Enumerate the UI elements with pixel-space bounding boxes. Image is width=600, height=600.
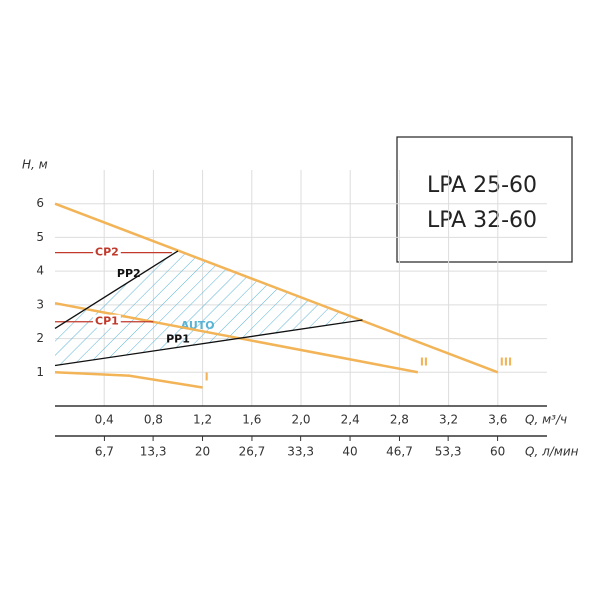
x2-tick-label: 53,3 — [435, 445, 462, 459]
x2-tick-label: 6,7 — [95, 445, 114, 459]
legend-box — [396, 136, 573, 263]
series-label: CP2 — [95, 246, 119, 259]
x2-tick-label: 26,7 — [239, 445, 266, 459]
x-tick-label: 2,4 — [341, 413, 360, 427]
x2-axis-title: Q, л/мин — [525, 445, 579, 459]
x-tick-label: 0,8 — [144, 413, 163, 427]
y-tick-label: 1 — [36, 365, 44, 379]
y-tick-label: 4 — [36, 264, 44, 278]
x2-tick-label: 13,3 — [140, 445, 167, 459]
auto-region — [55, 250, 363, 366]
x2-tick-label: 20 — [195, 445, 210, 459]
y-tick-label: 6 — [36, 196, 44, 210]
x-axis-title: Q, м³/ч — [525, 413, 567, 427]
x-tick-label: 3,6 — [488, 413, 507, 427]
x2-tick-label: 60 — [490, 445, 505, 459]
x-tick-label: 2,8 — [390, 413, 409, 427]
label-bg — [93, 314, 121, 328]
x-tick-label: 1,2 — [193, 413, 212, 427]
y-tick-label: 3 — [36, 297, 44, 311]
y-axis-title: H, м — [22, 158, 48, 172]
series-label: II — [420, 355, 428, 368]
series-label: PP1 — [166, 332, 190, 345]
curve — [54, 250, 179, 330]
curve — [54, 202, 499, 374]
x2-tick-label: 33,3 — [287, 445, 314, 459]
legend-text: LPA 25-60 — [427, 173, 537, 198]
x-tick-label: 1,6 — [242, 413, 261, 427]
series-label: I — [205, 370, 209, 383]
x2-tick-label: 40 — [342, 445, 357, 459]
y-tick-label: 5 — [36, 230, 44, 244]
x-tick-label: 0,4 — [95, 413, 114, 427]
x2-tick-label: 46,7 — [386, 445, 413, 459]
legend-text: LPA 32-60 — [427, 208, 537, 233]
curve — [54, 319, 363, 367]
y-tick-label: 2 — [36, 331, 44, 345]
label-bg — [93, 245, 121, 259]
x-tick-label: 2,0 — [291, 413, 310, 427]
curve — [54, 371, 203, 389]
series-label: PP2 — [117, 267, 141, 280]
curve — [54, 301, 419, 374]
series-label: III — [500, 355, 512, 368]
series-label: CP1 — [95, 315, 119, 328]
x-tick-label: 3,2 — [439, 413, 458, 427]
